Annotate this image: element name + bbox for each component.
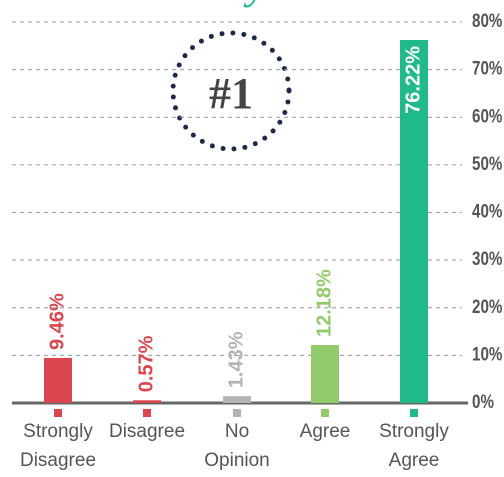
legend-square: [233, 409, 241, 417]
y-tick-label: 40%: [472, 200, 502, 222]
value-label: 1.43%: [225, 331, 247, 388]
value-label: 76.22%: [402, 46, 424, 114]
bar: [400, 40, 428, 403]
value-label: 0.57%: [135, 335, 157, 392]
x-tick-label: Strongly Disagree: [19, 421, 97, 471]
x-tick-label: No Opinion: [204, 421, 270, 471]
y-tick-label: 30%: [472, 247, 502, 269]
x-tick-label: Disagree: [108, 421, 186, 442]
y-tick-label: 10%: [472, 343, 502, 365]
bar: [223, 396, 251, 403]
value-label: 12.18%: [313, 269, 335, 337]
x-tick-label: Strongly Agree: [379, 421, 449, 471]
y-tick-label: 50%: [472, 152, 502, 174]
y-tick-label: 20%: [472, 295, 502, 317]
bar: [311, 344, 339, 403]
bar: [133, 400, 161, 403]
badge-text: #1: [209, 69, 253, 118]
legend-square: [54, 409, 62, 417]
bar: [44, 357, 72, 403]
badge-ring: [170, 30, 292, 152]
y-tick-label: 60%: [472, 105, 502, 127]
legend-square: [410, 409, 418, 417]
y-tick-label: 70%: [472, 57, 502, 79]
y-tick-label: 80%: [472, 9, 502, 31]
legend-square: [143, 409, 151, 417]
x-tick-label: Agree: [299, 421, 351, 442]
value-label: 9.46%: [46, 293, 68, 350]
chart-title: 3. Community En: [19, 0, 327, 8]
legend-square: [321, 409, 329, 417]
y-tick-label: 0%: [472, 390, 494, 412]
